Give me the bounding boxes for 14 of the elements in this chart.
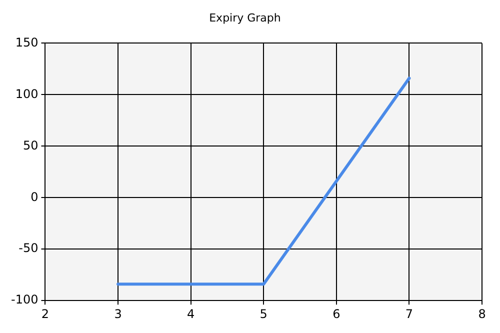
y-tick-label: 0 — [30, 190, 38, 204]
y-tick-label: 50 — [22, 138, 38, 152]
y-tick-label: -100 — [11, 292, 38, 307]
y-tick-label: 150 — [15, 35, 38, 50]
x-tick-label: 4 — [187, 306, 195, 321]
chart-title: Expiry Graph — [209, 11, 281, 24]
x-tick-label: 8 — [478, 306, 486, 321]
x-tick-label: 3 — [114, 306, 122, 321]
y-tick-label: -50 — [18, 241, 38, 256]
y-tick-label: 100 — [15, 86, 38, 101]
x-tick-label: 6 — [332, 306, 340, 321]
x-tick-label: 7 — [405, 306, 414, 321]
x-tick-label: 5 — [260, 306, 268, 321]
x-tick-label: 2 — [41, 306, 50, 321]
